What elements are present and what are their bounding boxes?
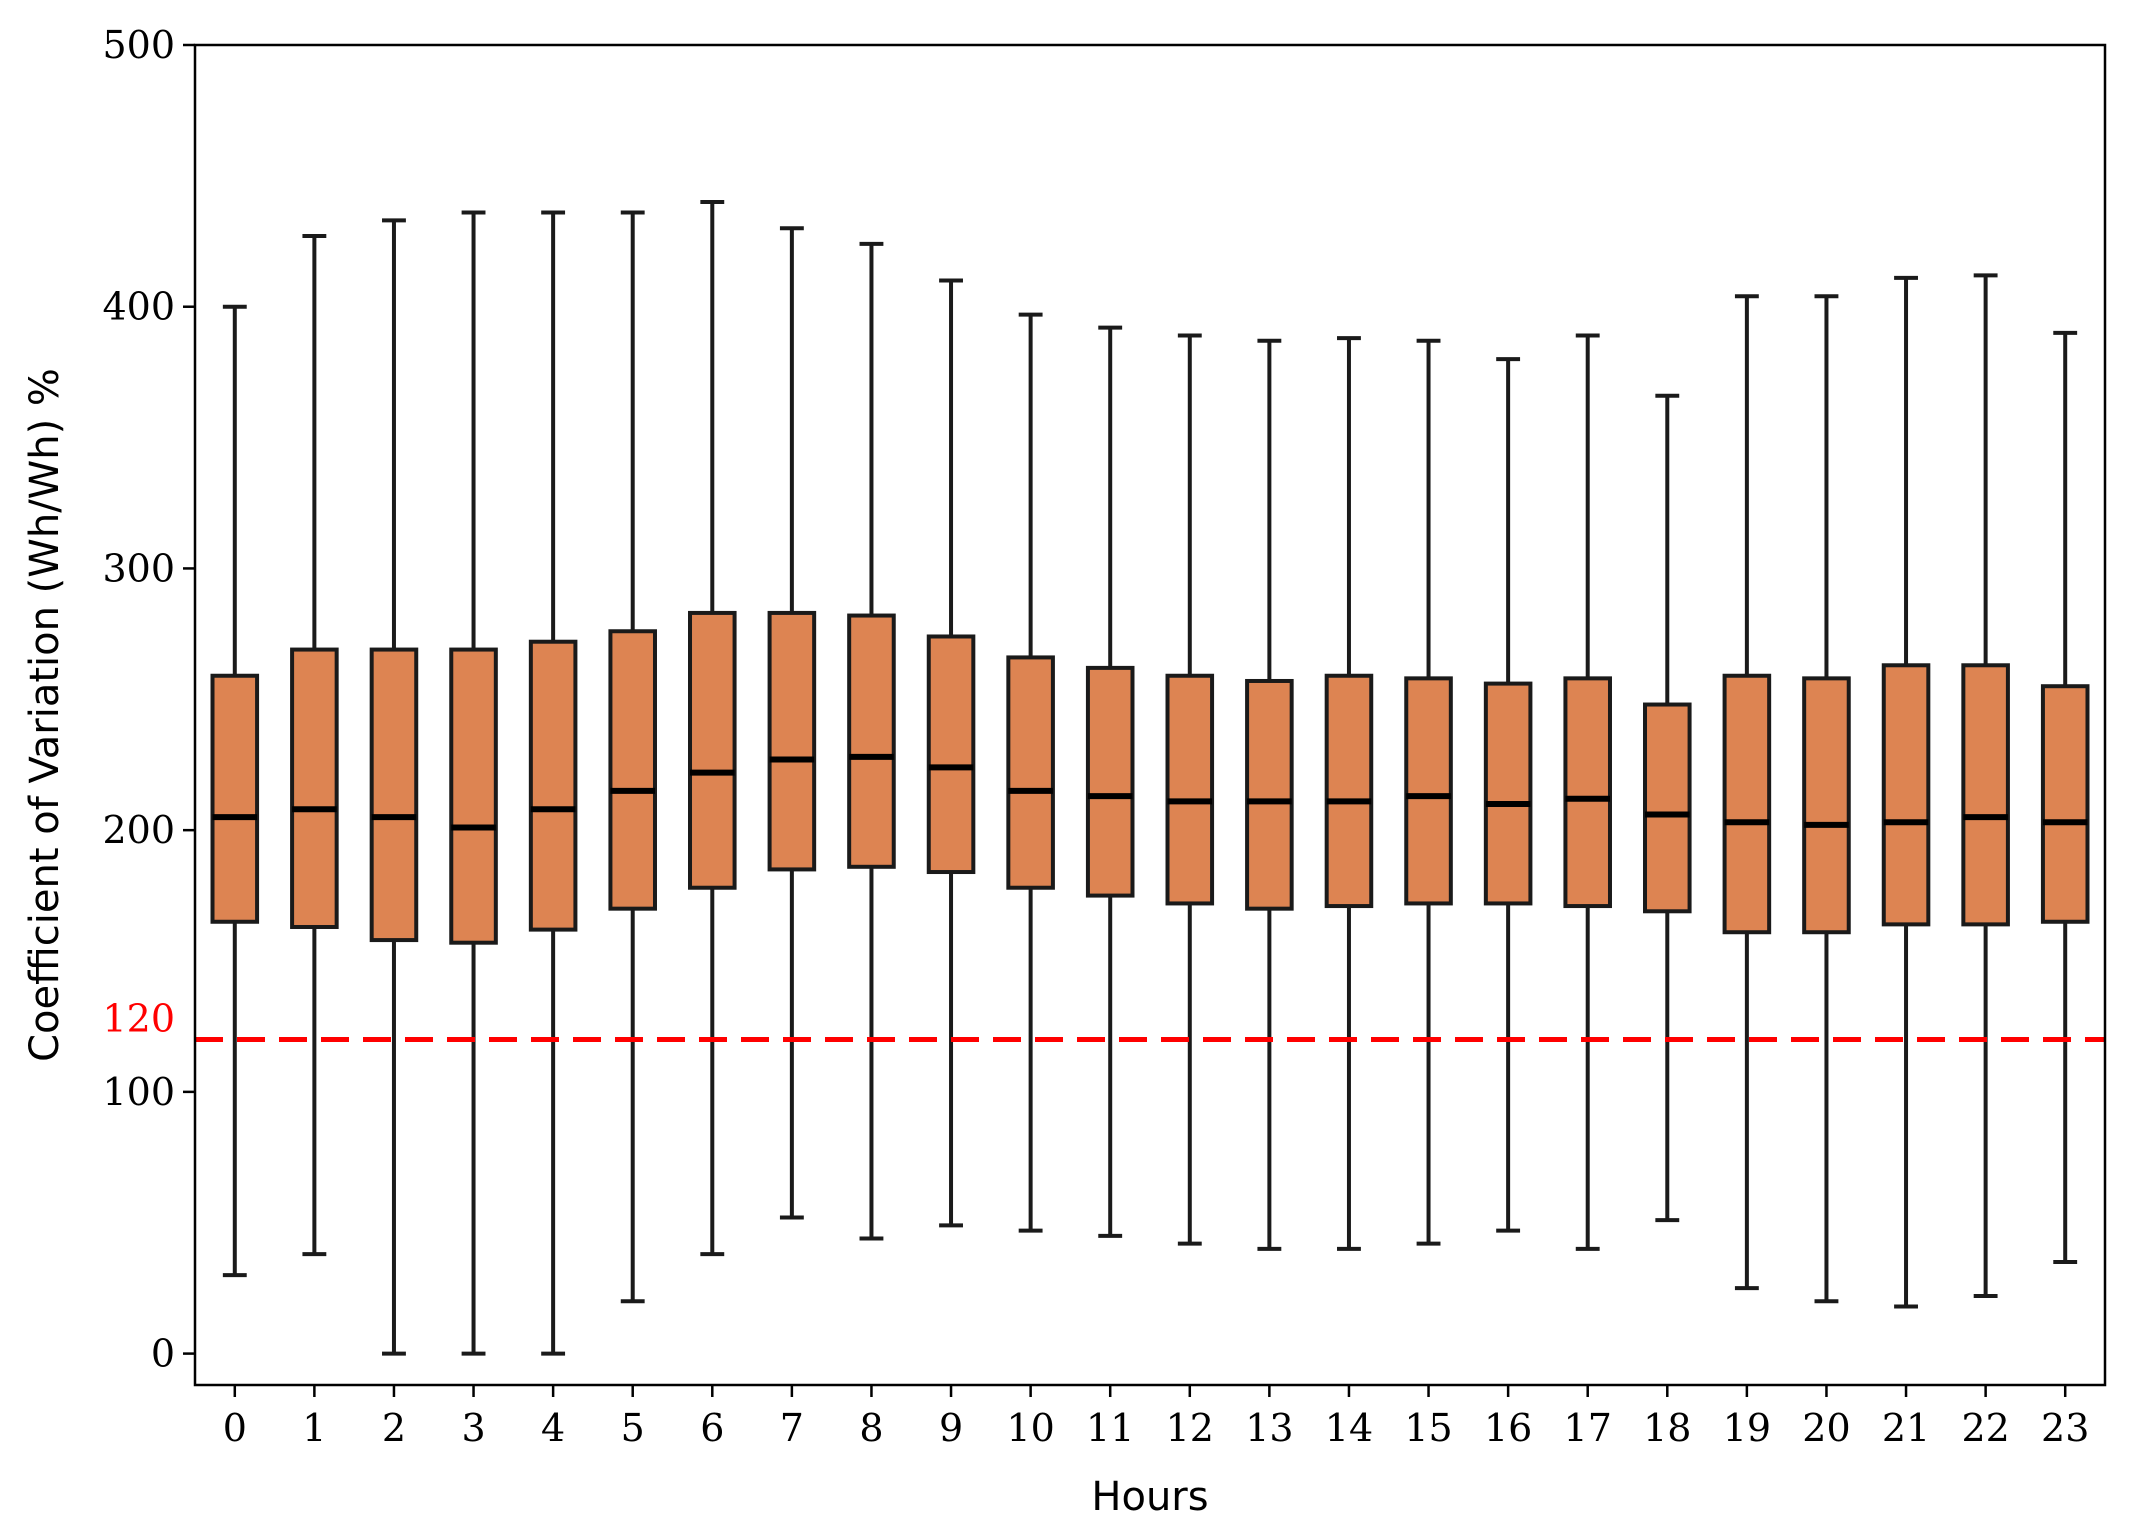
box-group-hour-21	[1884, 278, 1929, 1307]
box	[1486, 684, 1531, 904]
boxes-layer	[213, 202, 2088, 1354]
box-group-hour-9	[929, 281, 974, 1226]
x-tick-label: 7	[780, 1406, 804, 1450]
x-tick-label: 9	[939, 1406, 963, 1450]
box	[1008, 657, 1053, 887]
box	[1088, 668, 1133, 896]
box	[1884, 665, 1929, 924]
box	[2043, 686, 2088, 922]
x-tick-label: 4	[541, 1406, 565, 1450]
box	[1565, 678, 1610, 906]
x-tick-label: 16	[1484, 1406, 1532, 1450]
x-tick-label: 6	[700, 1406, 724, 1450]
x-tick-label: 8	[859, 1406, 883, 1450]
box	[1168, 676, 1213, 904]
box	[1327, 676, 1372, 906]
box-group-hour-5	[610, 213, 655, 1302]
box-group-hour-4	[531, 213, 576, 1354]
reference-line-layer: 120	[102, 997, 2105, 1041]
x-tick-label: 10	[1006, 1406, 1054, 1450]
x-tick-label: 11	[1086, 1406, 1134, 1450]
x-tick-label: 21	[1882, 1406, 1930, 1450]
box	[372, 650, 417, 941]
box-group-hour-15	[1406, 341, 1451, 1244]
box-group-hour-17	[1565, 336, 1610, 1249]
y-tick-label: 400	[102, 285, 175, 329]
x-tick-label: 13	[1245, 1406, 1293, 1450]
x-tick-label: 1	[302, 1406, 326, 1450]
box	[451, 650, 496, 943]
box-group-hour-20	[1804, 296, 1849, 1301]
x-tick-label: 17	[1564, 1406, 1612, 1450]
y-tick-label: 300	[102, 546, 175, 590]
box-group-hour-14	[1327, 338, 1372, 1249]
x-tick-label: 12	[1166, 1406, 1214, 1450]
x-tick-label: 5	[621, 1406, 645, 1450]
box-group-hour-16	[1486, 359, 1531, 1231]
x-axis-label: Hours	[1091, 1474, 1208, 1520]
box	[610, 631, 655, 908]
box	[292, 650, 337, 927]
box-group-hour-7	[770, 228, 815, 1217]
x-tick-label: 19	[1723, 1406, 1771, 1450]
x-tick-label: 20	[1802, 1406, 1850, 1450]
x-tick-label: 2	[382, 1406, 406, 1450]
reference-line-label: 120	[102, 997, 175, 1041]
x-tick-label: 14	[1325, 1406, 1373, 1450]
box	[1804, 678, 1849, 932]
box-group-hour-11	[1088, 328, 1133, 1236]
x-tick-label: 18	[1643, 1406, 1691, 1450]
box	[1963, 665, 2008, 924]
box-group-hour-0	[213, 307, 258, 1275]
y-axis-label: Coefficient of Variation (Wh/Wh) %	[22, 368, 68, 1062]
box	[1645, 705, 1690, 912]
box-group-hour-22	[1963, 275, 2008, 1296]
box-group-hour-10	[1008, 315, 1053, 1231]
box	[213, 676, 258, 922]
y-tick-label: 0	[151, 1332, 175, 1376]
box-group-hour-13	[1247, 341, 1292, 1249]
box	[531, 642, 576, 930]
box-group-hour-23	[2043, 333, 2088, 1262]
box	[1725, 676, 1770, 932]
box-group-hour-2	[372, 220, 417, 1353]
y-tick-label: 500	[102, 23, 175, 67]
box-group-hour-18	[1645, 396, 1690, 1220]
x-tick-label: 22	[1961, 1406, 2009, 1450]
x-tick-label: 15	[1404, 1406, 1452, 1450]
x-tick-label: 23	[2041, 1406, 2089, 1450]
y-tick-label: 200	[102, 808, 175, 852]
x-tick-label: 0	[223, 1406, 247, 1450]
box	[690, 613, 735, 888]
box	[770, 613, 815, 869]
box-group-hour-6	[690, 202, 735, 1254]
box-group-hour-1	[292, 236, 337, 1254]
box	[929, 636, 974, 872]
box	[1247, 681, 1292, 909]
box-group-hour-19	[1725, 296, 1770, 1288]
box	[1406, 678, 1451, 903]
box-group-hour-12	[1168, 336, 1213, 1244]
box	[849, 616, 894, 867]
box-group-hour-8	[849, 244, 894, 1239]
x-tick-label: 3	[461, 1406, 485, 1450]
y-tick-label: 100	[102, 1070, 175, 1114]
box-group-hour-3	[451, 213, 496, 1354]
